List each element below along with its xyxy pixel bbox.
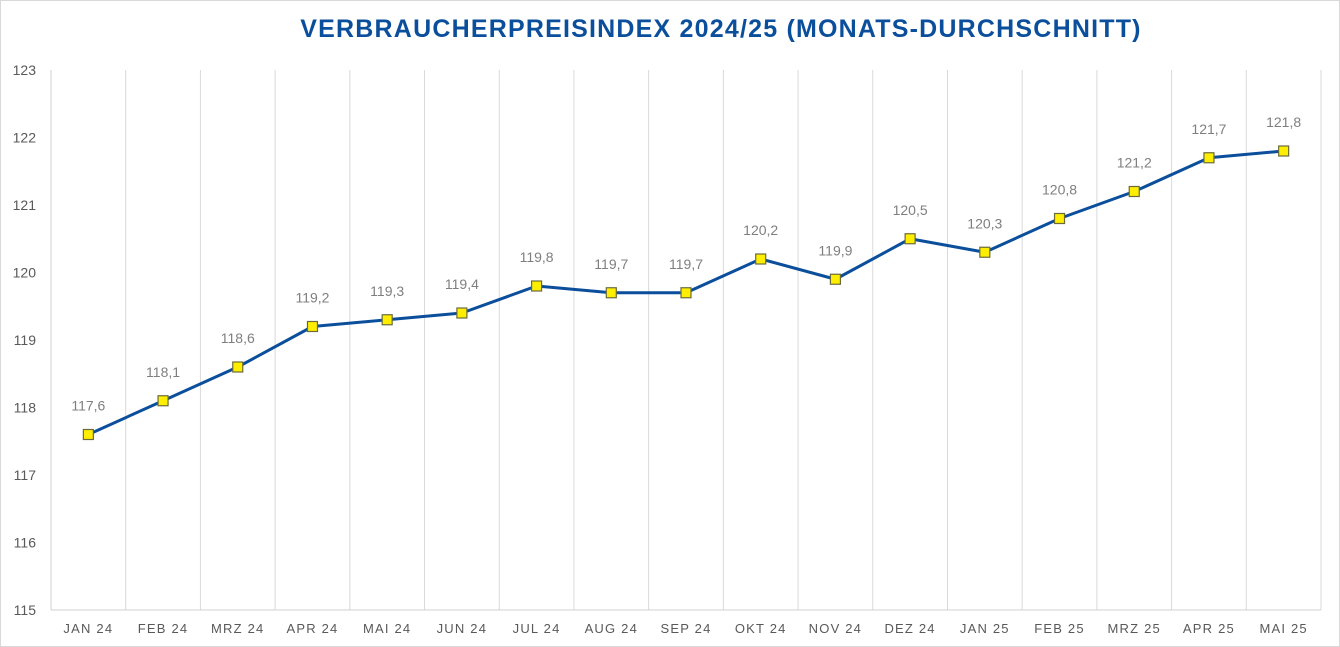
- y-tick-label: 123: [13, 62, 37, 78]
- x-tick-label: NOV 24: [809, 621, 862, 636]
- data-point-marker: [306, 320, 319, 333]
- data-label: 120,2: [743, 222, 778, 238]
- x-tick-label: MRZ 25: [1108, 621, 1161, 636]
- x-tick-label: OKT 24: [735, 621, 787, 636]
- x-tick-label: JUN 24: [437, 621, 488, 636]
- data-point-marker: [680, 287, 692, 299]
- data-label: 119,3: [370, 283, 404, 299]
- data-label: 121,8: [1266, 114, 1301, 130]
- data-point-marker: [82, 428, 94, 441]
- data-label: 120,5: [893, 202, 928, 218]
- data-point-marker: [979, 246, 991, 258]
- data-point-marker: [1053, 212, 1066, 225]
- x-tick-label: SEP 24: [660, 621, 711, 636]
- data-point-marker: [1128, 185, 1140, 198]
- y-tick-label: 121: [13, 197, 37, 213]
- x-tick-label: JUL 24: [513, 621, 561, 636]
- data-point-marker: [904, 233, 916, 245]
- y-tick-label: 122: [13, 130, 37, 146]
- data-point-marker: [1278, 145, 1290, 157]
- data-point-marker: [456, 307, 468, 319]
- y-tick-label: 120: [13, 265, 37, 281]
- data-label: 120,3: [967, 215, 1002, 231]
- x-tick-label: APR 24: [286, 621, 338, 636]
- data-label: 119,7: [669, 256, 703, 272]
- data-point-marker: [232, 361, 244, 373]
- data-label: 119,9: [818, 242, 852, 258]
- data-point-marker: [829, 273, 842, 285]
- data-label: 119,8: [520, 249, 554, 265]
- x-tick-label: DEZ 24: [884, 621, 935, 636]
- x-tick-label: MAI 24: [363, 621, 411, 636]
- data-label: 118,6: [221, 330, 255, 346]
- y-tick-label: 119: [14, 332, 37, 348]
- x-tick-label: MRZ 24: [211, 621, 264, 636]
- x-tick-label: JAN 24: [63, 621, 113, 636]
- data-label: 121,2: [1117, 155, 1152, 171]
- x-tick-label: APR 25: [1183, 621, 1235, 636]
- chart-title: VERBRAUCHERPREISINDEX 2024/25 (MONATS-DU…: [300, 15, 1142, 43]
- x-tick-label: JAN 25: [960, 621, 1010, 636]
- data-point-marker: [1203, 152, 1215, 164]
- data-label: 121,7: [1191, 121, 1226, 137]
- data-point-marker: [605, 287, 617, 299]
- data-label: 119,2: [295, 290, 329, 306]
- y-tick-label: 117: [14, 467, 37, 483]
- data-point-marker: [157, 395, 169, 407]
- x-tick-label: AUG 24: [585, 621, 638, 636]
- data-label: 119,4: [445, 276, 479, 292]
- data-point-marker: [755, 253, 767, 265]
- y-tick-label: 118: [14, 400, 37, 416]
- data-label: 117,6: [71, 398, 105, 414]
- x-tick-label: FEB 25: [1034, 621, 1085, 636]
- x-tick-label: FEB 24: [138, 621, 189, 636]
- data-label: 119,7: [594, 256, 628, 272]
- data-label: 118,1: [146, 364, 180, 380]
- y-tick-label: 115: [14, 602, 37, 618]
- y-tick-label: 116: [14, 535, 37, 551]
- data-point-marker: [530, 280, 543, 292]
- x-tick-label: MAI 25: [1259, 621, 1307, 636]
- data-point-marker: [381, 314, 393, 326]
- data-label: 120,8: [1042, 182, 1077, 198]
